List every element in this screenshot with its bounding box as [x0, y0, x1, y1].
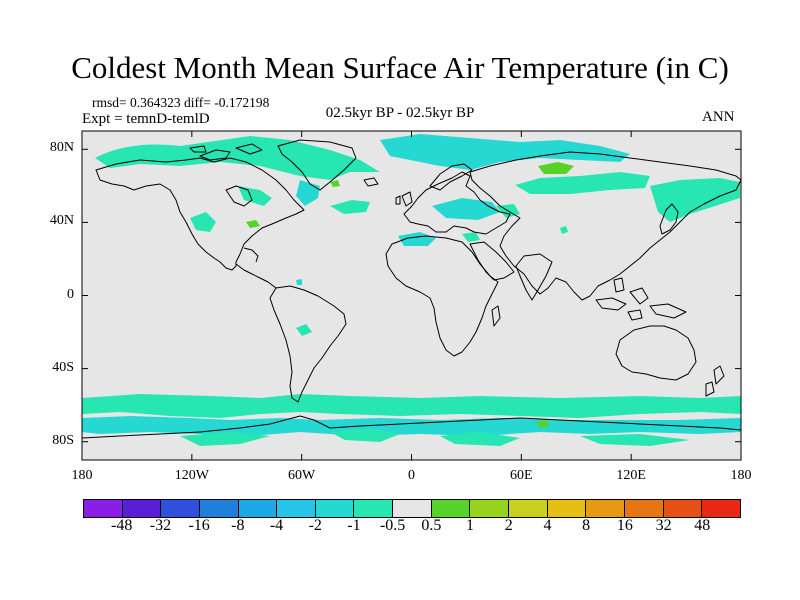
anomaly-region-hudson: [238, 186, 272, 206]
colorbar-label: 8: [582, 517, 591, 534]
colorbar-swatch: [547, 500, 587, 517]
colorbar-swatch: [470, 500, 510, 517]
coastline-north-america: [95, 157, 305, 271]
anomaly-region-pacific-small: [560, 226, 568, 234]
coastline-southeast-asia: [595, 277, 687, 321]
coastline-gulf: [243, 247, 259, 263]
colorbar-label: 2: [504, 517, 513, 534]
colorbar-swatch: [161, 500, 200, 517]
colorbar-swatch: [238, 500, 278, 517]
coastline-arctic-islands: [189, 143, 263, 161]
lon-label: 60W: [288, 468, 316, 483]
coastline-south-america: [269, 285, 347, 403]
anomaly-region-antarctic: [180, 428, 690, 446]
map-title: Coldest Month Mean Surface Air Temperatu…: [71, 50, 729, 85]
colorbar-swatch: [586, 500, 625, 517]
lat-label: 80N: [49, 140, 74, 156]
colorbar-swatch: [431, 500, 471, 517]
lon-label: 120W: [174, 468, 209, 483]
coastline-new-zealand: [705, 365, 725, 397]
warm-anomaly-antarctic: [536, 420, 550, 428]
lat-label: 80S: [52, 432, 74, 448]
coastline-scandinavia: [429, 163, 473, 191]
coastline-australia: [615, 325, 697, 381]
season-label: ANN: [702, 109, 735, 125]
colorbar-label: -8: [231, 517, 245, 534]
colorbar-label: 4: [543, 517, 552, 534]
colorbar-label: 1: [466, 517, 475, 534]
colorbar-label: -4: [269, 517, 284, 534]
coastline-greenland: [277, 139, 357, 191]
coastline-asia: [469, 151, 742, 301]
anomaly-region-europe: [432, 198, 500, 220]
lat-label: 0: [67, 286, 74, 302]
coastline-hudson-bay: [225, 185, 253, 207]
lat-label: 40S: [52, 359, 74, 375]
anomaly-region-mediterranean: [398, 232, 436, 246]
anomaly-region-siberia: [515, 172, 650, 194]
anomaly-region-north-atlantic: [330, 200, 370, 214]
colorbar-swatch: [199, 500, 239, 517]
anomaly-region-caribbean: [296, 279, 302, 285]
colorbar: [83, 499, 741, 518]
colorbar-swatch: [354, 500, 394, 517]
lon-label: 60E: [510, 468, 533, 483]
lon-label: 120E: [616, 468, 646, 483]
map-frame: [81, 130, 742, 461]
anomaly-region-mideast: [462, 232, 480, 242]
coastline-british-isles: [395, 191, 413, 207]
period-label: 02.5kyr BP - 02.5kyr BP: [325, 105, 475, 121]
anomaly-region-southpacific: [296, 324, 312, 336]
colorbar-swatch: [277, 500, 316, 517]
lon-label: 180: [730, 468, 752, 483]
colorbar-swatch: [393, 500, 432, 517]
coastline-iceland: [363, 177, 379, 187]
stats-label: rmsd= 0.364323 diff= -0.172198: [92, 95, 270, 110]
colorbar-swatch: [122, 500, 162, 517]
colorbar-label: -16: [188, 517, 210, 534]
coastline-africa: [385, 235, 499, 357]
coastline-layer: [81, 139, 742, 439]
colorbar-label: -1: [347, 517, 361, 534]
lat-label: 40N: [49, 213, 74, 229]
warm-anomaly-siberia: [538, 162, 574, 174]
map-panel: [81, 130, 742, 461]
anomaly-region-southern-ocean-a: [82, 394, 741, 418]
colorbar-swatch: [315, 500, 355, 517]
colorbar-label: -48: [111, 517, 133, 534]
colorbar-label: 32: [655, 517, 672, 534]
colorbar-label: 0.5: [421, 517, 442, 534]
anomaly-region-arctic-eurasia: [380, 134, 630, 170]
coastline-india: [515, 253, 553, 301]
lon-label: 0: [408, 468, 415, 483]
warm-anomaly-great-lakes: [246, 220, 260, 228]
lon-label: 180: [71, 468, 93, 483]
colorbar-swatch: [702, 500, 740, 517]
coastline-antarctica: [81, 415, 742, 439]
coastline-central-america: [235, 263, 277, 289]
colorbar-label: -2: [308, 517, 322, 534]
coastline-japan: [659, 203, 679, 235]
experiment-label: Expt = temnD-temlD: [82, 111, 210, 127]
anomaly-region-north-america: [190, 212, 216, 232]
anomaly-region-eastasia: [650, 178, 740, 222]
coastline-europe: [403, 171, 511, 235]
colorbar-label: -32: [149, 517, 172, 534]
colorbar-swatch: [84, 500, 123, 517]
colorbar-label: 48: [694, 517, 711, 534]
colorbar-swatch: [624, 500, 664, 517]
anomaly-region-arctic-americas: [95, 136, 380, 180]
warm-anomaly-arctic: [330, 180, 340, 187]
colorbar-label: -0.5: [379, 517, 406, 534]
colorbar-label: 16: [616, 517, 633, 534]
coastline-madagascar: [491, 305, 501, 327]
colorbar-swatch: [509, 500, 548, 517]
colorbar-swatch: [663, 500, 703, 517]
coastline-arabia: [469, 241, 515, 281]
